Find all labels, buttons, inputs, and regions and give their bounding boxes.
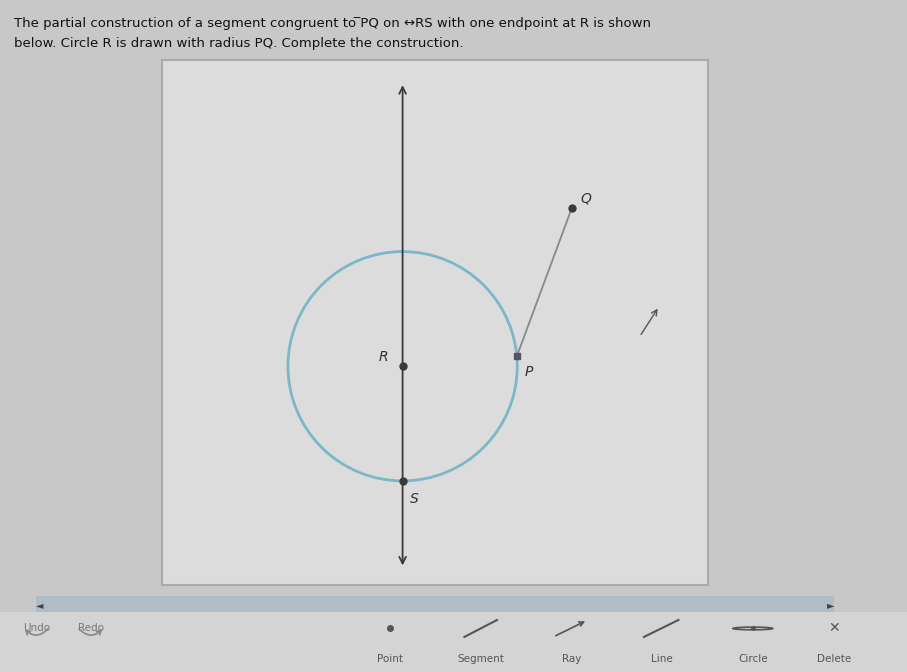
Text: Redo: Redo [78,624,103,634]
Text: ◄: ◄ [36,601,44,610]
Text: Delete: Delete [817,654,852,664]
Text: P: P [524,365,532,379]
Text: ✕: ✕ [829,622,840,636]
Text: S: S [410,492,419,506]
Text: Circle: Circle [738,654,767,664]
Text: Q: Q [580,192,591,206]
Text: Point: Point [377,654,403,664]
Text: R: R [378,350,388,364]
Text: Ray: Ray [561,654,581,664]
Text: below. Circle R is drawn with radius PQ. Complete the construction.: below. Circle R is drawn with radius PQ.… [14,37,463,50]
Text: The partial construction of a segment congruent to ̅PQ on ↔RS with one endpoint : The partial construction of a segment co… [14,17,650,30]
Text: Undo: Undo [23,624,50,634]
Text: Segment: Segment [457,654,504,664]
Text: ►: ► [827,601,834,610]
Text: Line: Line [651,654,673,664]
